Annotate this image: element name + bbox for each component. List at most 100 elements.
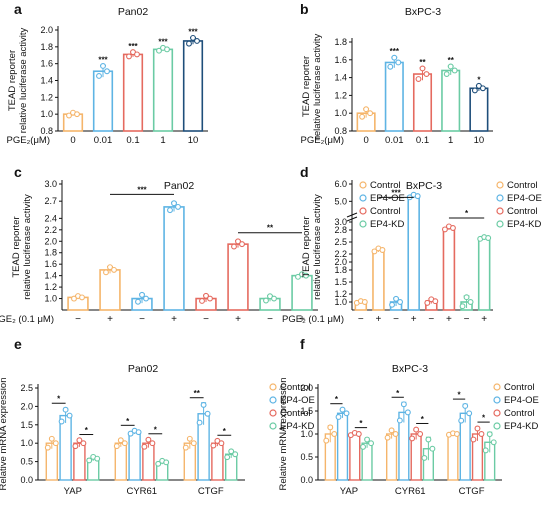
y-tick-label: 6.0	[334, 179, 347, 189]
data-point	[103, 269, 109, 276]
data-point	[239, 241, 245, 248]
x-tick-label: 10	[474, 135, 485, 146]
data-point	[360, 443, 367, 450]
data-point	[228, 448, 235, 455]
data-point	[359, 113, 366, 120]
panel-d: 1.01.2 1.5 1.82.02.2 2.5 2.83.0 5.0 6.0 TEAD re…	[282, 164, 542, 325]
data-point	[417, 431, 424, 437]
y-tick-label: 2.0	[20, 401, 33, 411]
data-point	[361, 299, 368, 305]
legend-label: EP4-OE	[370, 193, 405, 204]
data-point	[66, 412, 73, 419]
bar	[122, 53, 144, 132]
legend-label: Control	[504, 408, 535, 419]
data-point	[231, 243, 237, 250]
data-point	[199, 298, 205, 304]
bar	[336, 412, 349, 481]
data-point	[467, 299, 474, 305]
significance-label: ***	[188, 28, 198, 37]
data-point	[196, 419, 203, 426]
data-point	[485, 235, 492, 241]
significance-label: *	[477, 76, 481, 85]
y-tick-label: 0.5	[300, 452, 313, 462]
y-axis-label: TEAD reporter	[301, 216, 312, 277]
y-tick-label: 2.7	[44, 196, 57, 206]
panel-letter: c	[14, 164, 22, 180]
x-tick-label: −	[139, 314, 145, 325]
x-tick-label: 1	[448, 135, 453, 146]
bar	[385, 433, 398, 481]
data-point	[459, 303, 466, 310]
significance-label: *	[458, 391, 462, 400]
axis-break-mark	[346, 212, 358, 218]
data-point	[86, 457, 93, 464]
data-point	[167, 207, 173, 214]
y-tick-label: 1.5	[334, 277, 347, 287]
legend-label: EP4-KD	[504, 421, 538, 432]
data-point	[379, 247, 386, 253]
legend-label: EP4-OE	[280, 395, 315, 406]
x-tick-label: 0	[70, 135, 75, 146]
x-tick-label: 0	[363, 135, 368, 146]
legend-marker	[496, 220, 504, 228]
x-tick-label: YAP	[64, 486, 82, 497]
data-point	[113, 443, 120, 450]
data-point	[474, 425, 481, 432]
y-tick-label: 1.2	[40, 92, 53, 102]
data-point	[393, 295, 400, 302]
significance-label: *	[223, 427, 227, 436]
y-tick-label: 2.2	[44, 225, 57, 235]
data-point	[466, 410, 473, 417]
x-tick-label: +	[446, 314, 452, 325]
data-point	[121, 440, 128, 447]
y-tick-label: 1.0	[334, 108, 347, 118]
bar	[182, 40, 204, 132]
data-point	[149, 440, 156, 447]
legend-marker	[269, 422, 277, 430]
legend-label: Control	[507, 180, 538, 191]
data-point	[389, 301, 396, 308]
significance-label: *	[465, 209, 469, 218]
bar	[412, 73, 433, 132]
x-tick-label: 0.1	[416, 135, 429, 146]
data-point	[190, 440, 197, 447]
x-tick-label: YAP	[340, 486, 358, 497]
x-tick-label: −	[464, 314, 470, 325]
data-point	[355, 431, 362, 437]
data-point	[367, 110, 374, 117]
chart-title: Pan02	[118, 6, 149, 18]
data-point	[126, 53, 132, 60]
panel-e: 0.0 0.5 1.0 1.5 2.0 2.5 Relative mRNA expressi…	[0, 336, 315, 497]
y-axis-label: relative luciferase activity	[18, 27, 29, 133]
data-point	[486, 431, 493, 438]
bar	[152, 48, 174, 132]
data-point	[163, 459, 170, 466]
y-tick-label: 1.0	[300, 429, 313, 439]
y-tick-label: 2.8	[334, 225, 347, 235]
bar	[349, 433, 361, 481]
data-point	[471, 87, 478, 94]
data-point	[135, 429, 142, 436]
data-point	[171, 200, 177, 207]
data-point	[117, 437, 124, 444]
data-point	[72, 443, 79, 450]
panel-letter: f	[300, 336, 305, 352]
bar	[447, 433, 459, 481]
data-point	[397, 299, 404, 305]
y-tick-label: 0.5	[20, 457, 33, 467]
data-point	[443, 71, 450, 77]
data-point	[186, 40, 192, 47]
y-tick-label: 1.6	[44, 259, 57, 269]
panel-letter: a	[14, 1, 22, 17]
bar	[59, 414, 72, 481]
x-tick-label: +	[171, 314, 177, 325]
y-axis-label: Relative mRNA expression	[0, 378, 9, 491]
y-tick-label: 1.6	[40, 59, 53, 69]
data-point	[232, 451, 239, 458]
data-point	[479, 85, 486, 92]
significance-label: *	[335, 395, 339, 404]
data-point	[210, 442, 217, 449]
data-point	[395, 59, 402, 66]
data-point	[331, 431, 338, 437]
data-point	[371, 248, 378, 255]
